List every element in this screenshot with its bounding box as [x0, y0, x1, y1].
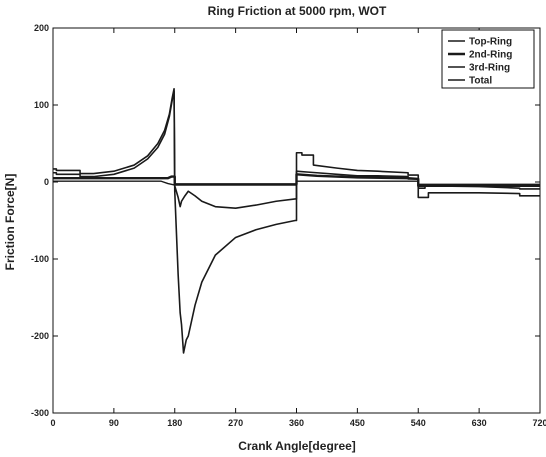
y-tick-label: 100	[34, 100, 49, 110]
x-tick-label: 180	[167, 418, 182, 428]
y-tick-label: -300	[31, 408, 49, 418]
x-tick-label: 90	[109, 418, 119, 428]
x-tick-label: 0	[50, 418, 55, 428]
x-axis-label: Crank Angle[degree]	[238, 439, 356, 453]
x-tick-label: 540	[411, 418, 426, 428]
legend: Top-Ring 2nd-Ring 3rd-Ring Total	[441, 29, 535, 89]
chart-title: Ring Friction at 5000 rpm, WOT	[208, 4, 387, 18]
legend-box	[441, 29, 535, 89]
x-tick-label: 270	[228, 418, 243, 428]
y-tick-label: -200	[31, 331, 49, 341]
legend-label: Top-Ring	[469, 37, 512, 48]
x-tick-label: 720	[532, 418, 546, 428]
legend-label: 2nd-Ring	[469, 50, 512, 61]
legend-label: Total	[469, 76, 492, 87]
x-tick-label: 630	[472, 418, 487, 428]
x-tick-label: 450	[350, 418, 365, 428]
y-tick-label: -100	[31, 254, 49, 264]
x-tick-label: 360	[289, 418, 304, 428]
y-axis-label: Friction Force[N]	[3, 174, 17, 271]
legend-label: 3rd-Ring	[469, 63, 510, 74]
series-line-total	[53, 88, 540, 354]
y-tick-label: 0	[44, 177, 49, 187]
y-tick-label: 200	[34, 23, 49, 33]
axes-layer: 0 90 180 270 360 450 540 630 720 -300 -200 -100 0 100…	[31, 23, 546, 428]
series-layer	[53, 88, 540, 354]
